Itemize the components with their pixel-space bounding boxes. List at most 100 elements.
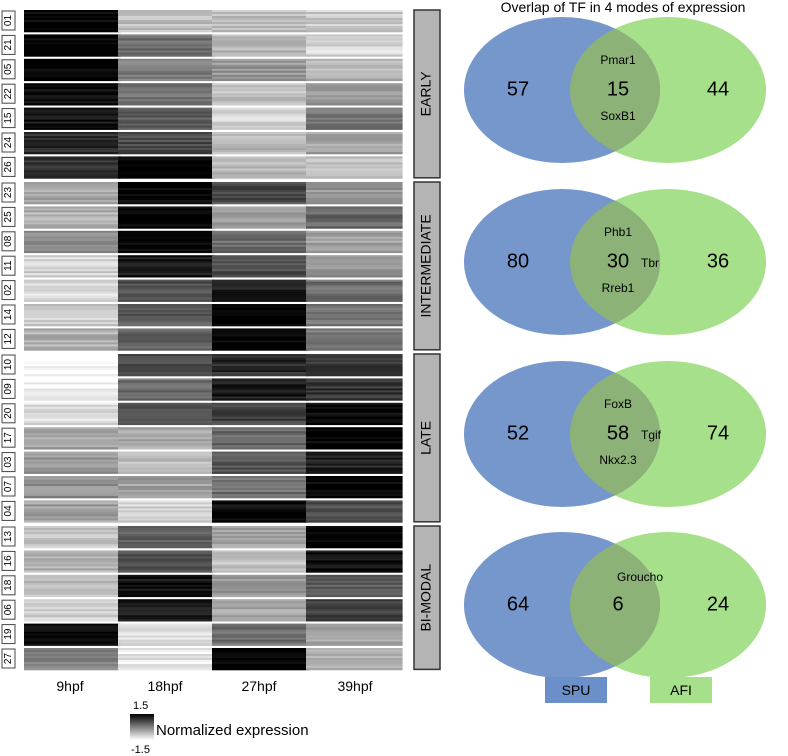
heat-stripe	[212, 34, 309, 37]
heat-stripe	[24, 506, 121, 509]
heat-stripe	[306, 619, 403, 622]
heat-stripe	[212, 78, 309, 82]
heat-stripe	[212, 26, 309, 29]
heat-stripe	[118, 461, 215, 464]
heat-stripe	[24, 558, 121, 561]
cluster-id-box	[1, 255, 16, 276]
heat-stripe	[118, 558, 215, 561]
heat-stripe	[118, 605, 215, 608]
heat-stripe	[118, 224, 215, 227]
heat-stripe	[306, 342, 403, 345]
overlap-gene-label: SoxB1	[600, 109, 636, 123]
heat-stripe	[118, 482, 215, 485]
heat-stripe	[24, 24, 121, 27]
heat-stripe	[306, 134, 403, 137]
heat-stripe	[212, 578, 309, 582]
heat-cell	[212, 378, 309, 401]
heat-stripe	[306, 582, 403, 586]
heat-stripe	[24, 125, 121, 128]
cluster-19: 19	[1, 623, 403, 646]
heat-stripe	[306, 465, 403, 468]
heat-stripe	[212, 70, 309, 74]
heat-stripe	[118, 576, 215, 580]
heat-stripe	[24, 354, 121, 357]
heat-stripe	[212, 206, 309, 209]
heat-stripe	[306, 433, 403, 436]
heat-stripe	[306, 38, 403, 41]
heat-stripe	[306, 44, 403, 47]
heat-stripe	[212, 435, 309, 438]
heat-stripe	[24, 18, 121, 21]
heat-stripe	[118, 279, 215, 282]
heat-stripe	[24, 123, 121, 126]
cluster-id-label: 14	[3, 309, 14, 321]
heat-cell	[212, 550, 309, 573]
heat-stripe	[24, 289, 121, 292]
heat-stripe	[118, 540, 215, 543]
heat-stripe	[24, 471, 121, 474]
heat-stripe	[24, 255, 121, 258]
heat-stripe	[118, 422, 215, 426]
heat-stripe	[24, 346, 121, 349]
heat-stripe	[306, 26, 403, 29]
heat-stripe	[306, 611, 403, 614]
heat-stripe	[118, 492, 215, 495]
heat-stripe	[306, 386, 403, 389]
heat-stripe	[306, 398, 403, 401]
heat-stripe	[212, 42, 309, 45]
venn-title: Overlap of TF in 4 modes of expression	[501, 0, 746, 15]
heat-stripe	[24, 248, 121, 252]
heat-stripe	[212, 627, 309, 630]
heat-stripe	[24, 297, 121, 300]
heat-stripe	[118, 478, 215, 481]
cluster-id-box	[1, 403, 16, 424]
heat-stripe	[118, 443, 215, 446]
heat-stripe	[118, 528, 215, 531]
heat-cell	[306, 34, 403, 57]
afi-only-count: 24	[707, 593, 729, 615]
heat-stripe	[24, 12, 121, 15]
heat-stripe	[118, 74, 215, 78]
cluster-id-box	[1, 500, 16, 521]
cluster-13: 13	[1, 526, 403, 549]
heat-stripe	[306, 520, 403, 523]
heat-stripe	[24, 257, 121, 260]
heat-stripe	[212, 664, 309, 667]
heat-stripe	[212, 236, 309, 240]
heat-stripe	[24, 410, 121, 414]
heat-cell	[212, 107, 309, 130]
heat-stripe	[306, 18, 403, 21]
heat-stripe	[118, 265, 215, 268]
spu-only-count: 64	[507, 593, 529, 615]
heat-stripe	[118, 360, 215, 363]
heat-stripe	[118, 50, 215, 53]
heat-cell	[306, 182, 403, 205]
heat-stripe	[24, 390, 121, 393]
heat-stripe	[306, 222, 403, 225]
heat-stripe	[212, 441, 309, 444]
heat-stripe	[24, 115, 121, 118]
heat-stripe	[306, 370, 403, 373]
heat-stripe	[118, 194, 215, 197]
heat-stripe	[212, 174, 309, 177]
heat-stripe	[118, 89, 215, 92]
heat-stripe	[212, 289, 309, 292]
heat-stripe	[306, 605, 403, 608]
heat-stripe	[24, 271, 121, 274]
heat-stripe	[118, 370, 215, 373]
heat-stripe	[212, 526, 309, 529]
heat-stripe	[118, 619, 215, 622]
heat-stripe	[118, 459, 215, 462]
heat-stripe	[118, 214, 215, 217]
heat-stripe	[118, 552, 215, 555]
heat-stripe	[306, 36, 403, 39]
heat-stripe	[118, 200, 215, 203]
heat-stripe	[306, 78, 403, 82]
heat-stripe	[24, 89, 121, 92]
heat-stripe	[118, 520, 215, 523]
cluster-id-label: 10	[3, 359, 14, 371]
heat-stripe	[306, 652, 403, 655]
heat-stripe	[306, 580, 403, 584]
heat-stripe	[24, 516, 121, 519]
heat-stripe	[118, 664, 215, 667]
